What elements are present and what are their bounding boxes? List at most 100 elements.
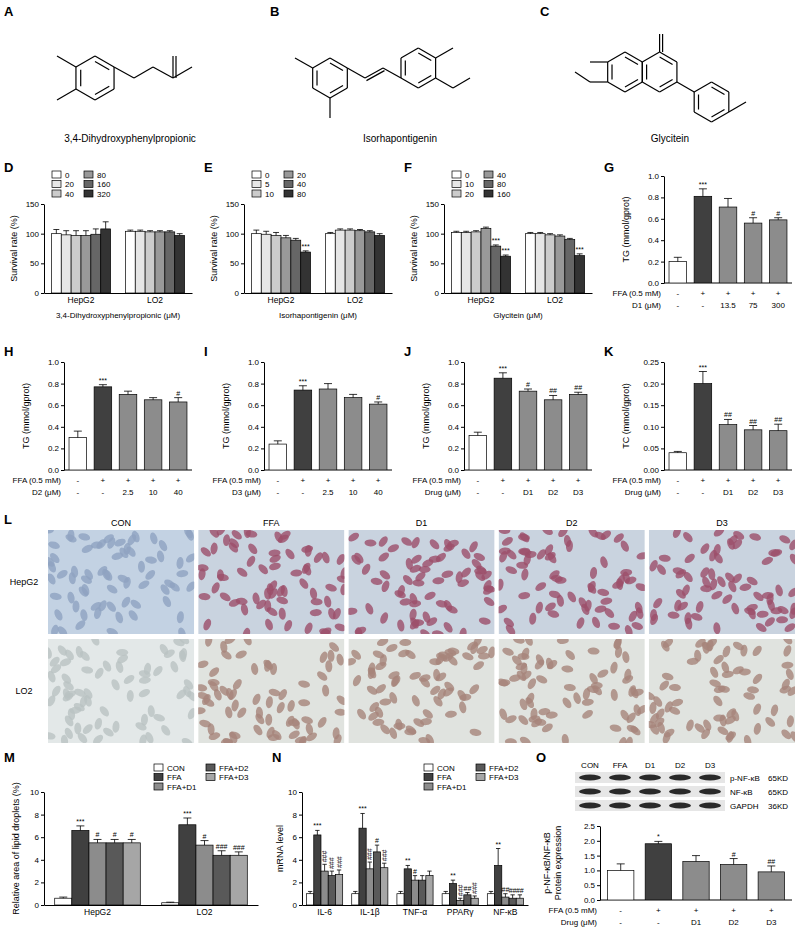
cell [518, 735, 532, 743]
bar [94, 387, 112, 470]
bond [608, 82, 625, 92]
cell [725, 537, 736, 551]
error-cap [749, 217, 757, 218]
error-cap [510, 894, 514, 895]
error-bar [415, 876, 416, 881]
bar [307, 894, 314, 905]
bond [80, 70, 81, 87]
error-bar [266, 231, 267, 234]
cell [252, 592, 261, 605]
cell [757, 611, 769, 618]
error-cap [353, 891, 357, 892]
x-tick: LO2 [347, 295, 363, 305]
cell [412, 579, 424, 587]
bond [625, 52, 642, 62]
cell [355, 707, 368, 721]
bond [660, 57, 673, 65]
y-axis-line [664, 363, 665, 471]
panel: D050100150Survival rate (%)HepG2LO23,4-D… [4, 160, 193, 320]
bond [590, 61, 608, 62]
cell [594, 604, 607, 614]
cell [141, 713, 149, 725]
cell [231, 678, 244, 692]
y-tick-mark [41, 815, 44, 816]
error-cap [382, 863, 386, 864]
column-header: CON [111, 518, 131, 528]
y-tick-mark [41, 837, 44, 838]
error-bar [178, 398, 179, 402]
y-tick: 1.0 [648, 172, 664, 181]
cell [499, 578, 505, 591]
cell [600, 597, 613, 606]
significance: ## [749, 418, 757, 425]
bond [694, 92, 695, 112]
bar [89, 843, 106, 905]
cell [159, 723, 172, 737]
panel: H0.00.20.40.60.81.0TG (mmol/gprot)***#FF… [4, 344, 192, 497]
legend-swatch [206, 774, 215, 781]
micrograph-ground [649, 530, 795, 634]
error-cap [253, 230, 259, 231]
cell [575, 616, 586, 630]
y-tick-mark [261, 448, 264, 449]
significance: *** [299, 378, 307, 385]
error-bar [429, 871, 430, 876]
error-cap [330, 871, 334, 872]
cell [386, 543, 400, 554]
bond [153, 67, 173, 78]
error-bar [277, 441, 278, 444]
bar [397, 894, 404, 905]
cell [548, 589, 561, 599]
condition-value: + [526, 476, 531, 485]
cell [242, 627, 252, 634]
y-tick-label: 0.00 [643, 466, 659, 475]
cell [699, 542, 712, 556]
y-tick-mark [597, 870, 600, 871]
legend-swatch [206, 764, 215, 771]
error-cap [283, 235, 289, 236]
bond [694, 112, 711, 122]
cell [176, 569, 189, 578]
y-axis: 050100150 [226, 200, 245, 298]
cell [690, 612, 704, 622]
cell [276, 533, 290, 545]
cell [671, 530, 682, 539]
cell [250, 663, 259, 676]
y-tick: 0.4 [248, 423, 264, 432]
bar [457, 900, 464, 905]
legend-swatch [84, 190, 93, 197]
cell [566, 590, 578, 604]
bar [261, 234, 271, 293]
legend-label: 0 [265, 171, 270, 180]
bar [251, 234, 261, 293]
micrograph [348, 639, 494, 743]
y-tick: 150 [26, 200, 44, 209]
bond [172, 56, 173, 78]
condition-value: - [102, 488, 105, 497]
cell [376, 639, 390, 648]
y-tick: 0 [235, 289, 244, 298]
y-tick: 6 [293, 833, 302, 842]
condition-value: D2 [548, 488, 559, 497]
panel-letter: I [204, 344, 208, 359]
cell [172, 639, 186, 648]
band-label: NF-κB [730, 788, 753, 797]
cell [739, 582, 752, 592]
cell [277, 688, 289, 702]
error-cap [174, 397, 182, 398]
condition-value: 75 [749, 301, 758, 310]
cell [207, 666, 221, 679]
error-cap [699, 371, 707, 372]
error-bar [753, 426, 754, 430]
cell [420, 718, 433, 726]
cell [517, 653, 529, 661]
bar [344, 398, 362, 470]
cell [101, 659, 113, 673]
condition-value: + [694, 906, 699, 915]
cell [458, 627, 467, 634]
condition-label: FFA (0.5 mM) [613, 476, 662, 485]
bond [712, 112, 729, 122]
band-size: 65KD [768, 774, 788, 783]
cell [217, 569, 225, 581]
cell [335, 552, 345, 566]
